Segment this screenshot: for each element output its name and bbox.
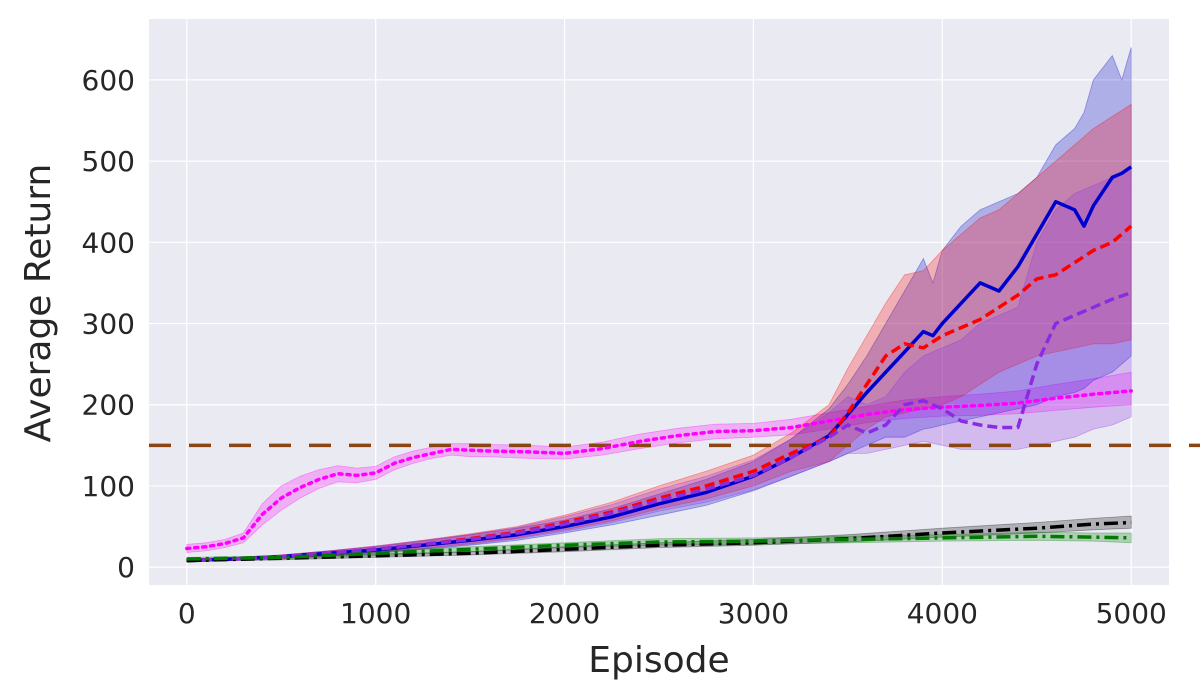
series-line-2 [186,224,1133,563]
x-tick-label: 4000 [907,597,978,630]
x-tick-label: 0 [178,597,196,630]
series-line-0 [185,389,1133,551]
y-tick-label: 0 [117,551,135,584]
grid [149,19,1169,585]
tick-labels: 0 1000 2000 3000 4000 5000 0 100 200 300 400 500 600 [82,64,1167,630]
series-line-4 [186,520,1132,563]
y-tick-label: 300 [82,308,135,341]
y-tick-label: 100 [82,470,135,503]
y-tick-label: 200 [82,389,135,422]
plot-background [149,19,1169,585]
confidence-band-2 [186,103,1132,562]
y-tick-label: 500 [82,145,135,178]
x-tick-label: 3000 [718,597,789,630]
y-tick-label: 400 [82,226,135,259]
y-axis-label: Average Return [18,164,59,443]
y-tick-label: 600 [82,64,135,97]
confidence-band-3 [186,168,1132,562]
series-line-5 [186,534,1132,561]
series-line-3 [186,291,1132,563]
series-lines [185,165,1133,563]
x-axis-label: Episode [588,640,729,681]
confidence-band-1 [186,47,1132,562]
x-tick-label: 5000 [1096,597,1167,630]
x-tick-label: 2000 [529,597,600,630]
x-tick-label: 1000 [340,597,411,630]
